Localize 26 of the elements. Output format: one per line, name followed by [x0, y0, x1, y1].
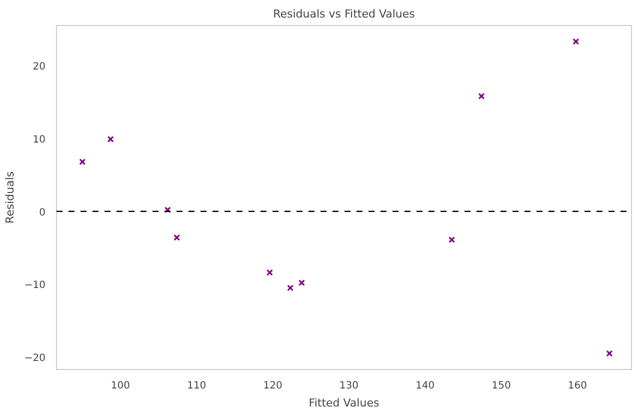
point [572, 38, 580, 45]
y-tick-label: −10 [24, 280, 46, 292]
y-tick-label: −20 [24, 353, 46, 364]
point [266, 269, 274, 276]
point [298, 279, 306, 286]
point [606, 350, 613, 357]
y-tick-label: 0 [39, 207, 46, 218]
point [478, 92, 485, 100]
x-tick-label: 110 [187, 380, 206, 392]
point [164, 206, 171, 214]
x-tick-label: 120 [263, 380, 282, 392]
point [287, 284, 294, 292]
x-tick-label: 130 [339, 380, 358, 392]
y-axis-title: Residuals [3, 171, 16, 224]
y-tick-label: 20 [32, 62, 46, 73]
x-tick-label: 100 [110, 380, 130, 392]
point [107, 136, 114, 142]
x-tick-label: 150 [492, 380, 511, 392]
x-tick-label: 140 [416, 380, 435, 392]
point [174, 234, 180, 241]
chart-title: Residuals vs Fitted Values [273, 8, 416, 20]
point [448, 236, 456, 244]
y-tick-label: 10 [32, 134, 46, 146]
point [79, 158, 86, 166]
x-tick-label: 160 [568, 380, 587, 392]
x-axis-title: Fitted Values [308, 396, 380, 410]
